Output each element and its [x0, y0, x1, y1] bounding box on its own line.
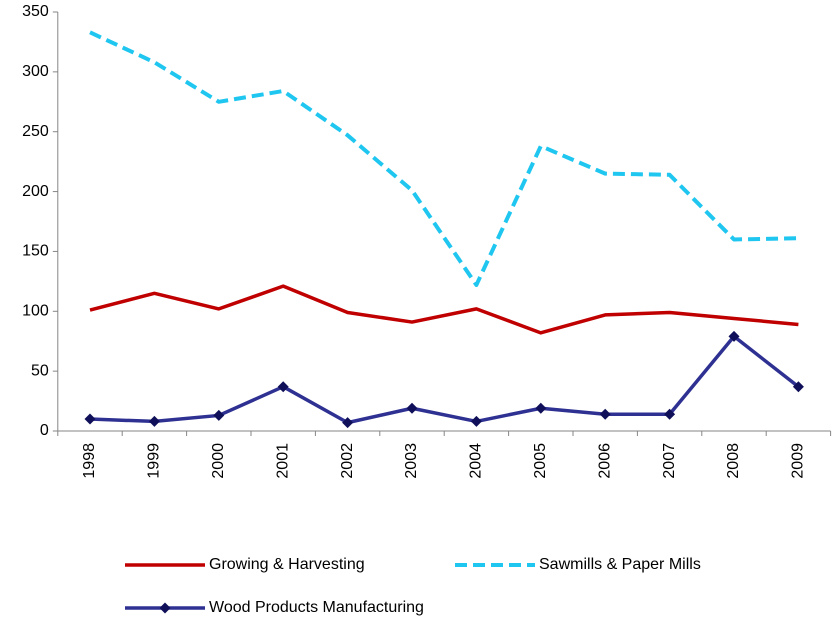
series-marker — [406, 402, 418, 414]
legend-label: Growing & Harvesting — [209, 556, 365, 573]
x-tick-label: 2008 — [725, 443, 742, 479]
legend-item: Sawmills & Paper Mills — [455, 556, 701, 573]
y-tick-label: 300 — [22, 63, 49, 80]
x-tick-label: 2009 — [790, 443, 807, 479]
series-marker — [599, 408, 611, 420]
x-tick-label: 2004 — [468, 443, 485, 479]
series-line — [89, 30, 799, 287]
series-marker — [148, 415, 160, 427]
x-tick-label: 2000 — [210, 443, 227, 479]
series-marker — [84, 413, 96, 425]
x-tick-label: 2005 — [532, 443, 549, 479]
y-tick-label: 150 — [22, 243, 49, 260]
series-marker — [213, 409, 225, 421]
legend-item: Wood Products Manufacturing — [125, 599, 424, 616]
series-marker — [535, 402, 547, 414]
y-tick-label: 100 — [22, 303, 49, 320]
x-tick-label: 2003 — [403, 443, 420, 479]
x-tick-label: 2007 — [661, 443, 678, 479]
series-marker — [277, 381, 289, 393]
series-marker — [342, 417, 354, 429]
legend-marker — [159, 602, 171, 614]
series-marker — [792, 381, 804, 393]
x-tick-label: 2006 — [596, 443, 613, 479]
x-tick-label: 2002 — [339, 443, 356, 479]
series-marker — [728, 330, 740, 342]
series-marker — [470, 415, 482, 427]
legend-item: Growing & Harvesting — [125, 556, 365, 573]
y-tick-label: 0 — [40, 422, 49, 439]
series-line — [89, 284, 799, 335]
y-tick-label: 350 — [22, 3, 49, 20]
y-tick-label: 50 — [31, 362, 49, 379]
y-tick-label: 250 — [22, 123, 49, 140]
legend-label: Wood Products Manufacturing — [209, 599, 424, 616]
x-tick-label: 1998 — [81, 443, 98, 479]
legend-label: Sawmills & Paper Mills — [539, 556, 701, 573]
x-tick-label: 1999 — [146, 443, 163, 479]
series-line — [89, 334, 800, 425]
y-tick-label: 200 — [22, 183, 49, 200]
x-tick-label: 2001 — [274, 443, 291, 479]
series-marker — [664, 408, 676, 420]
